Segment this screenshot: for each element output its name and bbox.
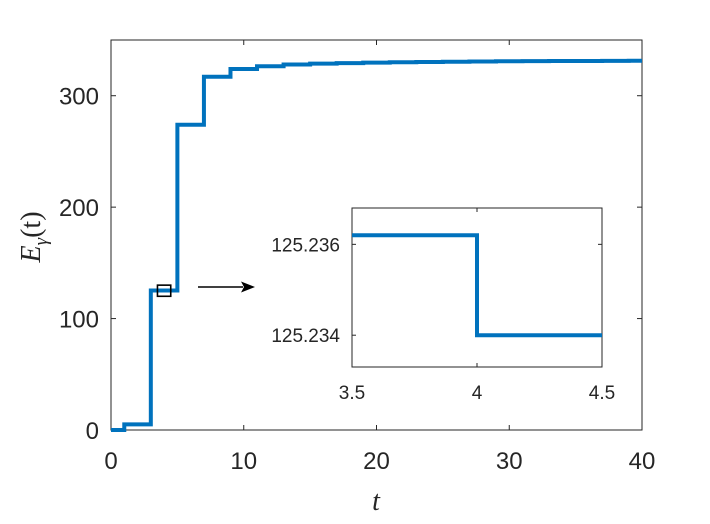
- inset-axes: 3.5 4 4.5 125.234 125.236: [271, 207, 615, 404]
- inset-series-line: [352, 233, 602, 338]
- main-series-line: [111, 58, 642, 432]
- inset-x-tick-label: 3.5: [339, 383, 365, 404]
- main-y-tick-label: 0: [86, 418, 99, 445]
- main-x-tick-label: 30: [496, 448, 523, 475]
- inset-tick-labels: 3.5 4 4.5 125.234 125.236: [271, 235, 615, 404]
- y-axis-label-args: (t): [16, 211, 47, 237]
- main-x-tick-label: 40: [629, 448, 656, 475]
- y-axis-label: Eγ(t): [16, 211, 52, 263]
- main-x-tick-label: 0: [104, 448, 117, 475]
- y-axis-label-main: E: [16, 245, 47, 263]
- inset-ticks: [351, 208, 603, 367]
- main-x-tick-label: 20: [363, 448, 390, 475]
- inset-x-tick-label: 4: [472, 383, 483, 404]
- y-axis-label-subscript: γ: [31, 237, 52, 245]
- zoom-arrow-head: [241, 281, 255, 293]
- inset-y-tick-label: 125.236: [271, 235, 340, 256]
- x-axis-label: t: [372, 486, 381, 517]
- zoom-arrow: [198, 281, 255, 293]
- inset-y-tick-label: 125.234: [271, 326, 340, 347]
- svg-text:Eγ(t): Eγ(t): [16, 211, 52, 263]
- main-y-tick-label: 200: [59, 195, 99, 222]
- main-x-tick-label: 10: [230, 448, 257, 475]
- inset-x-tick-label: 4.5: [589, 383, 615, 404]
- main-y-tick-label: 300: [59, 84, 99, 111]
- main-y-tick-label: 100: [59, 307, 99, 334]
- zoom-region-box: [156, 284, 172, 298]
- main-tick-labels: 0 10 20 30 40 0 100 200 300: [59, 84, 655, 475]
